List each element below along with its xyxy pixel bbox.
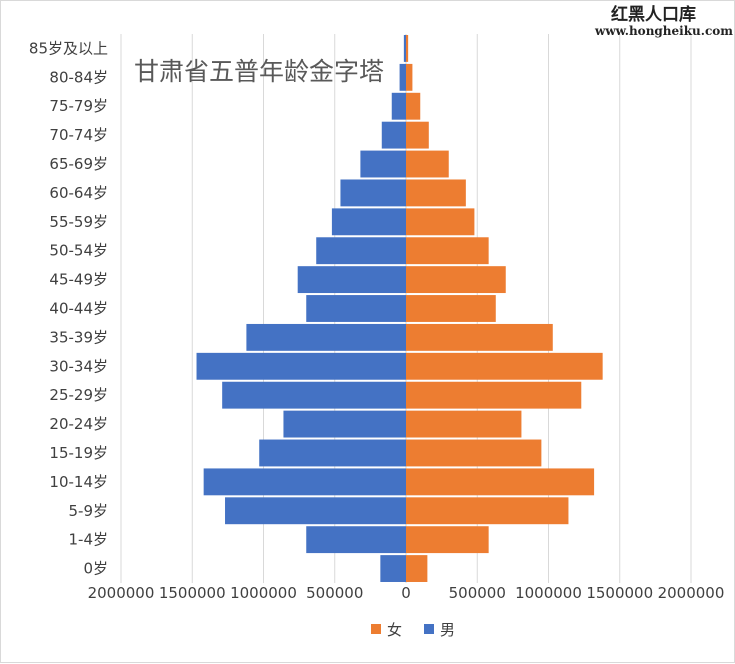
legend-label-female: 女 [387,621,402,639]
bar-male-8 [246,323,406,351]
y-tick-label-12: 55-59岁 [49,213,108,231]
y-tick-label-9: 40-44岁 [49,300,108,318]
x-tick-label-5: 500000 [449,584,506,602]
bar-male-2 [225,497,406,525]
bar-male-4 [259,439,406,467]
x-tick-label-6: 1000000 [515,584,582,602]
bar-female-0 [406,555,428,582]
bar-female-7 [406,352,603,380]
bar-male-3 [203,468,406,496]
y-tick-label-6: 25-29岁 [49,386,108,404]
bar-male-15 [381,121,406,149]
bar-female-16 [406,92,421,120]
y-tick-label-14: 65-69岁 [49,155,108,173]
bar-female-4 [406,439,542,467]
y-tick-label-1: 1-4岁 [69,531,109,549]
legend: 女男 [371,621,455,639]
y-tick-label-4: 15-19岁 [49,444,108,462]
legend-swatch-male [424,624,434,634]
y-tick-label-5: 20-24岁 [49,415,108,433]
bar-male-17 [399,63,406,91]
y-tick-label-13: 60-64岁 [49,184,108,202]
y-tick-label-11: 50-54岁 [49,242,108,260]
chart-title: 甘肃省五普年龄金字塔 [134,57,384,86]
bar-male-16 [391,92,406,120]
y-tick-label-8: 35-39岁 [49,328,108,346]
bar-female-17 [406,63,413,91]
bar-female-13 [406,179,466,207]
bar-female-9 [406,295,496,322]
x-tick-label-3: 500000 [306,584,363,602]
y-tick-label-10: 45-49岁 [49,271,108,289]
bar-female-10 [406,266,506,294]
legend-label-male: 男 [440,621,455,639]
bar-female-18 [406,35,409,62]
bar-female-12 [406,208,475,236]
y-tick-label-7: 30-34岁 [49,357,108,375]
watermark-site-name: 红黑人口库 [611,4,696,25]
y-tick-label-0: 0岁 [83,560,108,578]
bar-male-0 [380,555,406,582]
y-tick-label-15: 70-74岁 [49,126,108,144]
bar-male-18 [403,35,406,62]
bar-female-2 [406,497,569,525]
x-tick-label-8: 2000000 [658,584,725,602]
x-tick-label-0: 2000000 [88,584,155,602]
legend-swatch-female [371,624,381,634]
watermark-url: www.hongheiku.com [594,24,733,38]
bar-female-5 [406,410,522,438]
y-tick-label-16: 75-79岁 [49,97,108,115]
x-tick-label-1: 1500000 [159,584,226,602]
tick-labels: 0岁 1-4岁 5-9岁 10-14岁 15-19岁 20-24岁 25-29岁 30-34岁… [29,39,725,602]
bar-male-6 [222,381,406,409]
x-tick-label-7: 1500000 [586,584,653,602]
bar-female-3 [406,468,595,496]
bar-female-6 [406,381,582,409]
bar-male-10 [297,266,406,294]
bar-female-14 [406,150,449,178]
bar-male-1 [306,526,406,554]
bar-male-12 [331,208,406,236]
bar-male-14 [360,150,406,178]
bar-male-9 [306,295,406,322]
bar-female-15 [406,121,429,149]
y-tick-label-2: 5-9岁 [69,502,109,520]
bar-male-5 [283,410,406,438]
bar-female-11 [406,237,489,265]
bar-male-11 [316,237,406,265]
bars [196,35,603,582]
y-tick-label-18: 85岁及以上 [29,39,108,57]
x-tick-label-4: 0 [401,584,411,602]
bar-female-1 [406,526,489,554]
bar-female-8 [406,323,553,351]
bar-male-7 [196,352,406,380]
x-tick-label-2: 1000000 [230,584,297,602]
y-tick-label-3: 10-14岁 [49,473,108,491]
bar-male-13 [340,179,406,207]
y-tick-label-17: 80-84岁 [49,68,108,86]
